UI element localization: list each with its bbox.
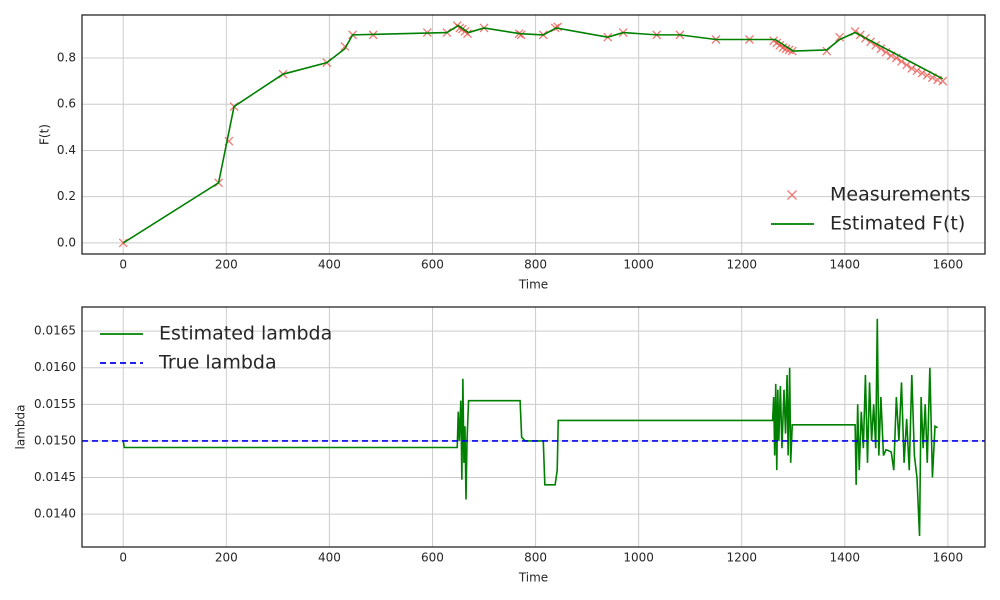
x-tick-label: 200 bbox=[215, 551, 238, 565]
y-axis-label: lambda bbox=[14, 405, 28, 450]
x-tick-label: 0 bbox=[119, 551, 127, 565]
x-tick-label: 1000 bbox=[623, 551, 654, 565]
marker bbox=[787, 190, 797, 200]
x-tick-label: 1200 bbox=[726, 258, 757, 272]
legend-label: Estimated lambda bbox=[159, 323, 332, 345]
marker bbox=[902, 60, 912, 70]
x-tick-label: 200 bbox=[215, 258, 238, 272]
marker bbox=[455, 23, 465, 33]
y-tick-label: 0.4 bbox=[57, 143, 76, 157]
x-tick-label: 600 bbox=[421, 258, 444, 272]
marker bbox=[778, 43, 788, 53]
marker bbox=[876, 44, 886, 54]
y-tick-label: 0.0150 bbox=[34, 433, 76, 447]
x-tick-label: 400 bbox=[318, 258, 341, 272]
plot-area bbox=[82, 318, 985, 537]
x-tick-label: 1600 bbox=[933, 551, 964, 565]
y-tick-label: 0.0155 bbox=[34, 397, 76, 411]
series-line bbox=[122, 318, 938, 537]
marker bbox=[835, 32, 845, 42]
x-tick-label: 600 bbox=[421, 551, 444, 565]
y-tick-label: 0.8 bbox=[57, 50, 76, 64]
marker bbox=[781, 44, 791, 54]
x-axis-label: Time bbox=[518, 278, 548, 292]
y-axis-label: F(t) bbox=[38, 124, 52, 145]
x-tick-label: 1000 bbox=[623, 258, 654, 272]
axes-frame bbox=[81, 14, 986, 255]
plot-area bbox=[118, 21, 948, 248]
x-tick-label: 1200 bbox=[726, 551, 757, 565]
x-axis-label: Time bbox=[518, 571, 548, 585]
legend-label: True lambda bbox=[158, 352, 277, 374]
y-tick-label: 0.0140 bbox=[34, 507, 76, 521]
marker bbox=[938, 76, 948, 86]
x-tick-label: 800 bbox=[524, 258, 547, 272]
y-tick-label: 0.2 bbox=[57, 189, 76, 203]
marker bbox=[912, 66, 922, 76]
series-line bbox=[122, 24, 944, 244]
x-tick-label: 400 bbox=[318, 551, 341, 565]
marker bbox=[907, 63, 917, 73]
y-tick-label: 0.0160 bbox=[34, 360, 76, 374]
x-tick-label: 800 bbox=[524, 551, 547, 565]
legend-label: Measurements bbox=[830, 184, 970, 206]
marker bbox=[463, 29, 472, 39]
axes-frame bbox=[81, 306, 986, 548]
marker bbox=[917, 68, 927, 78]
marker bbox=[516, 30, 526, 40]
y-tick-label: 0.0165 bbox=[34, 324, 76, 338]
x-tick-label: 0 bbox=[119, 258, 127, 272]
y-tick-label: 0.0 bbox=[57, 235, 76, 249]
x-tick-label: 1400 bbox=[830, 258, 861, 272]
x-tick-label: 1400 bbox=[830, 551, 861, 565]
y-tick-label: 0.0145 bbox=[34, 470, 76, 484]
legend-label: Estimated F(t) bbox=[830, 213, 965, 235]
y-tick-label: 0.6 bbox=[57, 97, 76, 111]
x-tick-label: 1600 bbox=[933, 258, 964, 272]
